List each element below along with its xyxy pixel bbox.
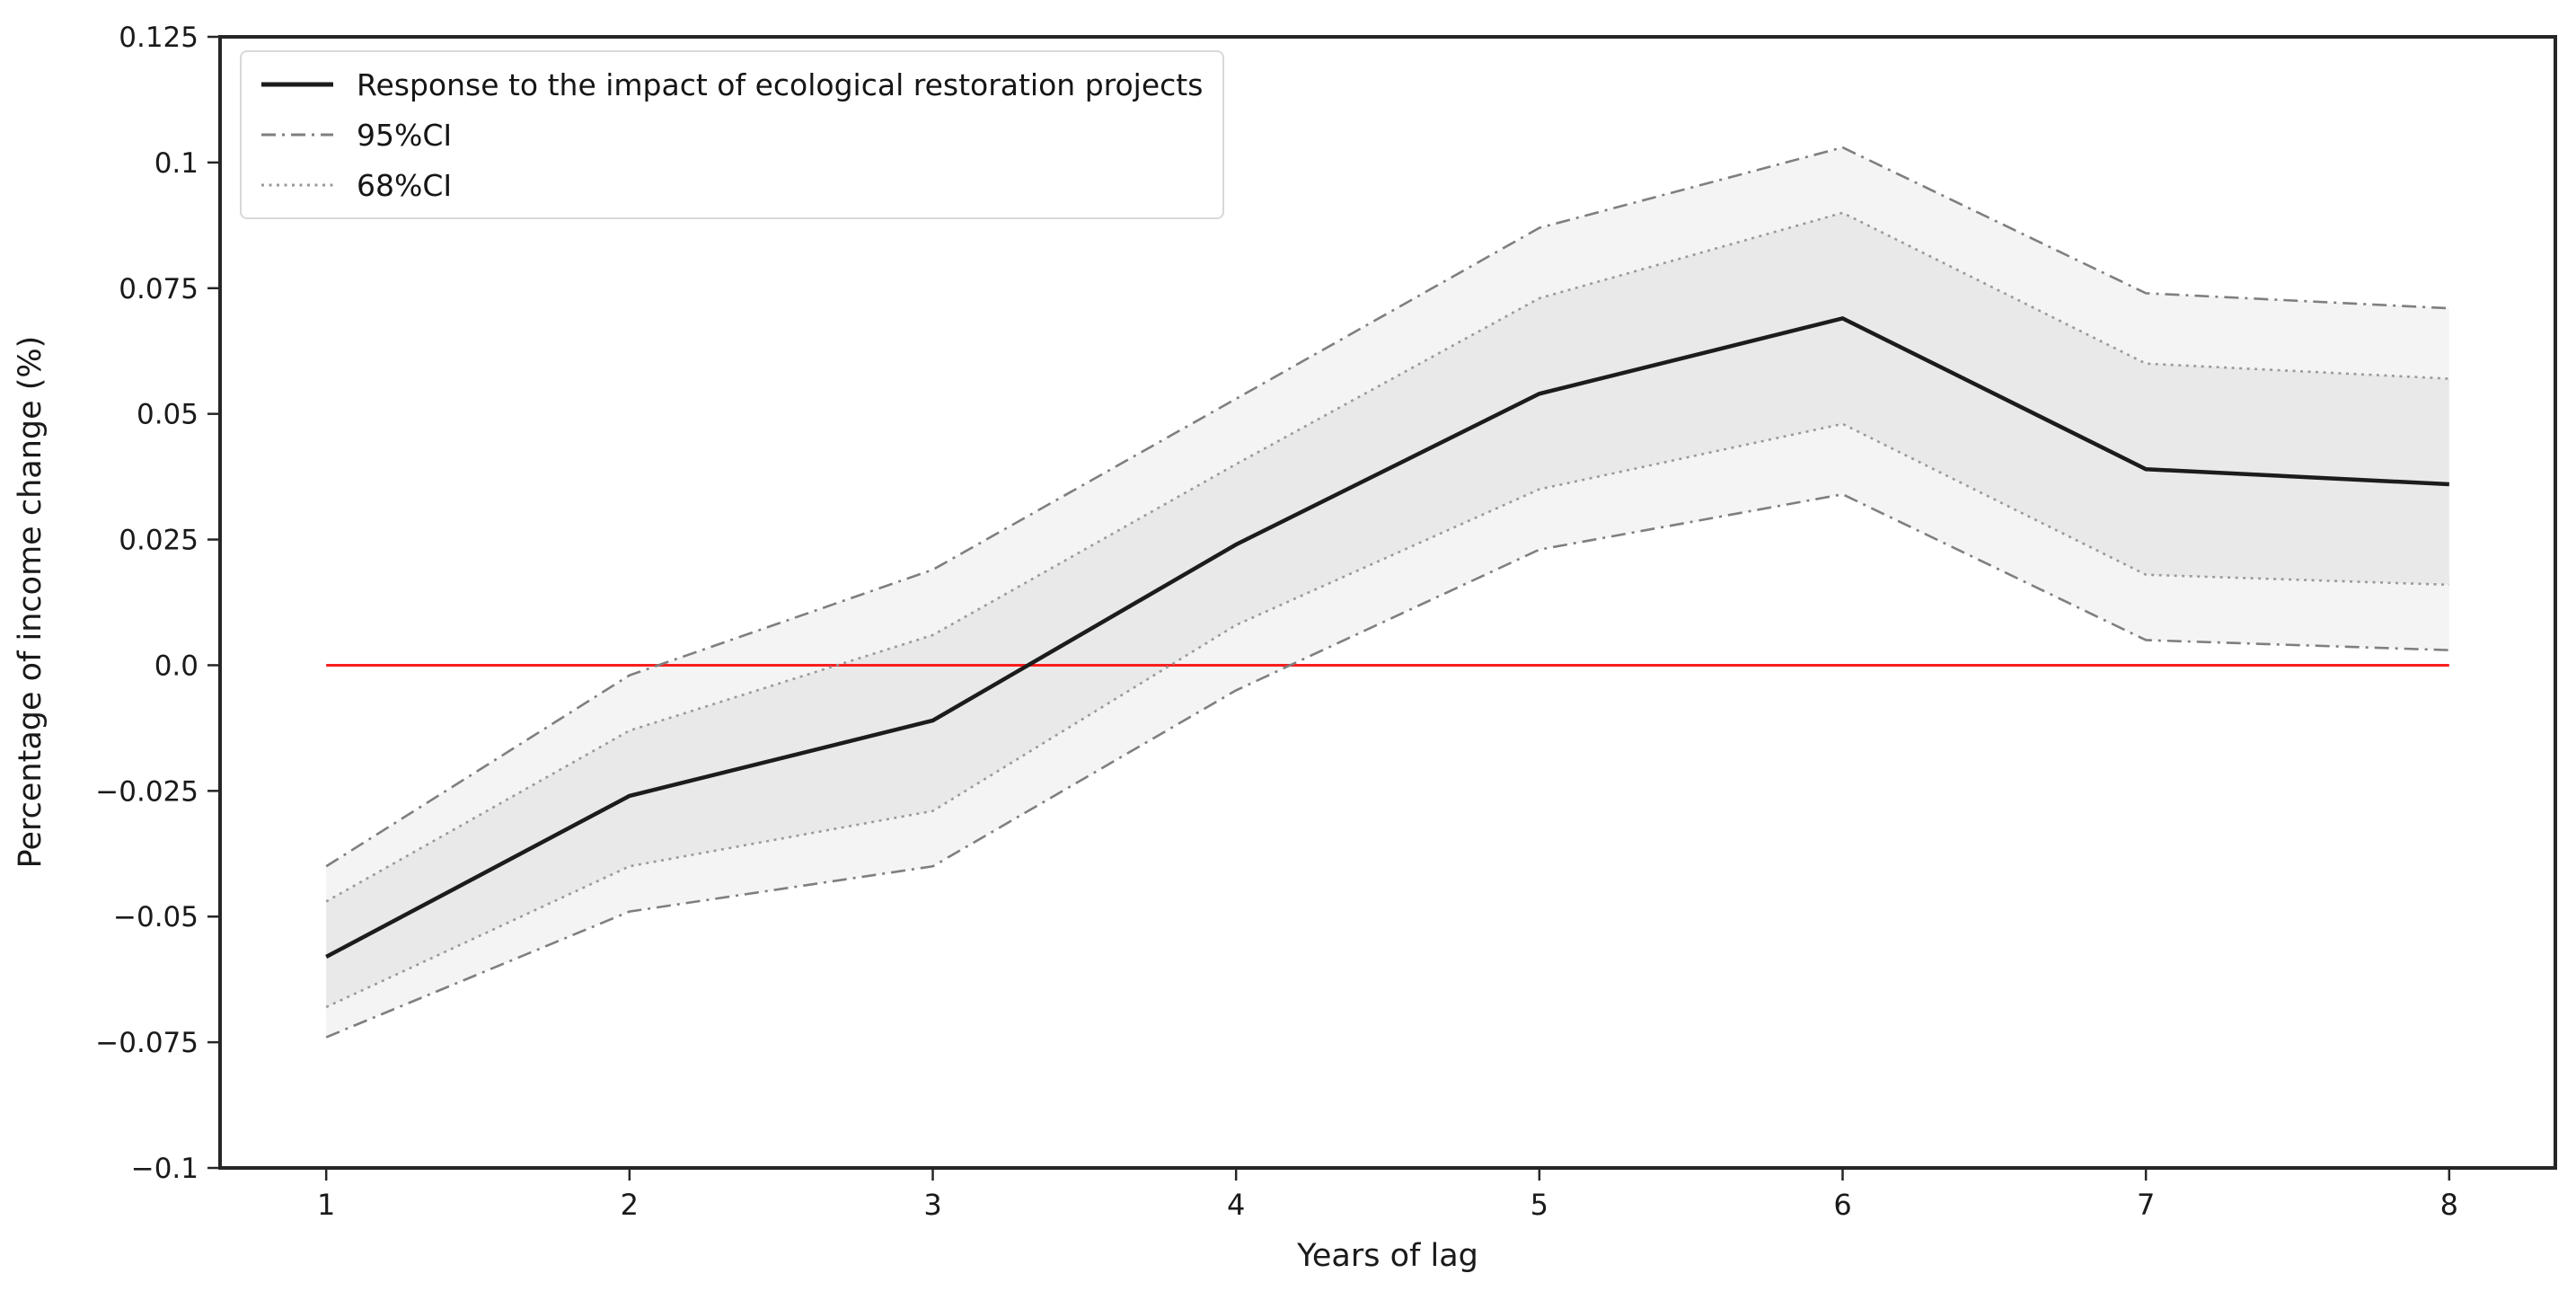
legend-item-68ci: 68%CI: [261, 160, 1203, 210]
legend-item-response: Response to the impact of ecological res…: [261, 59, 1203, 110]
x-tick-label: 6: [1833, 1188, 1851, 1222]
x-axis-label: Years of lag: [1297, 1238, 1478, 1274]
legend-item-label: 68%CI: [357, 167, 453, 203]
y-tick-label: 0.0: [154, 650, 198, 682]
95pct-CI-band-fill: [326, 147, 2449, 1038]
x-tick-label: 3: [923, 1188, 941, 1222]
x-tick-label: 7: [2137, 1188, 2155, 1222]
axes-spines: [218, 35, 2557, 1170]
y-tick-label: 0.025: [119, 525, 198, 557]
dotted-line-sample-icon: [261, 183, 333, 187]
y-tick-label: −0.025: [95, 775, 198, 808]
y-tick-label: 0.1: [154, 147, 198, 180]
y-tick-label: 0.05: [137, 399, 198, 431]
x-tick-label: 4: [1227, 1188, 1245, 1222]
y-tick-label: 0.075: [119, 273, 198, 305]
response-line: [325, 315, 2449, 959]
legend-item-label: 95%CI: [357, 117, 453, 153]
y-tick-label: −0.075: [95, 1027, 198, 1059]
68pct-CI-band-fill: [326, 212, 2449, 1007]
legend: Response to the impact of ecological res…: [240, 50, 1225, 219]
y-tick-label: 0.125: [119, 22, 198, 54]
95pct-CI-upper-line: [325, 146, 2449, 868]
legend-item-label: Response to the impact of ecological res…: [357, 66, 1204, 102]
y-tick-label: −0.05: [113, 901, 198, 933]
x-tick-label: 5: [1531, 1188, 1548, 1222]
legend-item-95ci: 95%CI: [261, 110, 1203, 160]
dashdot-line-sample-icon: [261, 133, 333, 137]
x-tick-label: 2: [621, 1188, 639, 1222]
95pct-CI-lower-line: [325, 492, 2449, 1039]
x-tick-label: 8: [2440, 1188, 2458, 1222]
solid-line-sample-icon: [261, 82, 333, 87]
x-tick-label: 1: [317, 1188, 335, 1222]
y-tick-label: −0.1: [131, 1153, 198, 1185]
y-axis-label: Percentage of income change (%): [13, 335, 49, 869]
